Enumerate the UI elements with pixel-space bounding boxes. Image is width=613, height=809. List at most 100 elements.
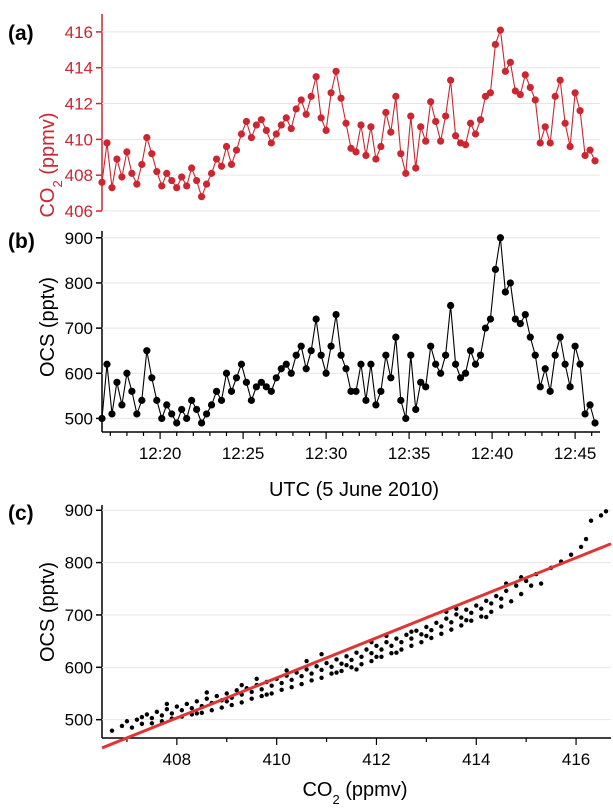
panel-a-point [447,76,455,84]
panel-a-point [466,119,475,127]
panel-b-point [337,351,345,359]
panel-b-point [217,396,226,404]
panel-b-x-tick-label: 12:45 [554,444,597,463]
panel-b-plot [98,234,599,427]
panel-c-point [389,650,394,656]
panel-a-point [362,151,370,160]
panel-b-point [481,324,490,332]
panel-c-point [464,617,469,623]
panel-a-point [531,96,539,104]
panel-c-point [129,725,135,730]
panel-b-x-tick-label: 12:35 [388,444,431,463]
panel-c-point [259,693,264,699]
panel-c-xlabel: CO2 (ppmv) [302,779,407,804]
panel-a-point [312,73,320,81]
panel-b-point [561,360,569,368]
panel-b-point [437,369,445,377]
panel-b-point [476,351,485,359]
panel-a-point [317,114,325,122]
panel-c-point [334,670,339,675]
panel-c-point [494,593,499,599]
panel-a-point [123,148,131,156]
panel-b-point [526,333,534,341]
panel-c-point [279,680,284,686]
panel-b-point [447,301,455,310]
panel-c-point [469,610,474,616]
panel-c-point [324,660,329,666]
panel-a-point [352,148,360,156]
panel-a-point [188,164,196,172]
panel-b-point [257,378,265,386]
panel-b-point [267,387,275,395]
panel-b-point [427,342,435,350]
panel-c-point [169,711,175,716]
panel-b-point [212,387,221,395]
panel-c-y-tick-label: 700 [65,606,93,625]
panel-b-x-tick-label: 12:30 [305,444,348,463]
panel-c-point [229,702,234,708]
panel-c-point [379,654,384,660]
panel-c-point [588,518,594,523]
panel-c-point [149,721,155,726]
panel-b-series-line [101,237,596,425]
panel-a-point [347,144,355,152]
panel-b-point [466,347,475,355]
panel-b-point [407,351,415,359]
panel-b-y-tick-label: 500 [65,409,93,428]
panel-b-point [108,410,116,418]
panel-a-y-tick-label: 416 [65,23,93,42]
panel-a-point [496,26,504,34]
panel-a-point [113,155,121,163]
panel-b-point [586,401,594,409]
panel-c-point [429,627,434,633]
panel-a-point [491,40,500,49]
panel-c-point [444,616,449,621]
panel-c-point [578,544,584,550]
panel-c-point [289,677,294,683]
panel-c-point [309,671,314,676]
panel-a-point [576,107,584,115]
panel-b-point [506,279,514,287]
panel-a-point [217,162,226,170]
panel-c-ylabel: OCS (pptv) [37,562,59,662]
panel-a-point [546,139,554,147]
panel-a-point [417,123,425,131]
panel-a-point [133,180,141,188]
panel-a-point [551,92,559,100]
panel-c-y-tick-label: 800 [65,554,93,573]
panel-c-point [434,620,439,626]
panel-b-point [511,315,519,323]
panel-c-point [369,650,374,656]
panel-b-ylabel: OCS (pptv) [37,277,59,377]
panel-c-point [374,643,379,649]
panel-b-point [242,378,251,386]
panel-a-point [183,182,191,190]
panel-b-point [332,310,340,319]
panel-c-point [404,632,409,638]
panel-b-point [536,383,544,391]
panel-c-point [469,618,474,623]
panel-b-point [207,401,216,409]
panel-a-point [397,150,405,158]
panel-b-point [327,342,335,350]
panel-c-plot [101,509,612,750]
panel-b-y-tick-label: 600 [65,364,93,383]
panel-a-point [163,169,171,177]
panel-c-point [194,711,200,716]
panel-a-point [237,130,246,138]
panel-b-point [362,396,370,404]
panel-c-point [419,639,424,645]
panel-c-point [439,624,444,629]
panel-b-point [491,265,500,273]
panel-a-point [427,98,435,106]
panel-c-point [464,607,469,612]
panel-a-point [262,126,270,135]
panel-b-point [591,419,599,427]
panel-b-point [571,342,579,350]
panel-c-point [249,696,254,701]
panel-b-point [302,365,310,373]
panel-a-point [178,173,186,181]
panel-c-point [439,631,444,637]
panel-b-point [222,369,231,377]
